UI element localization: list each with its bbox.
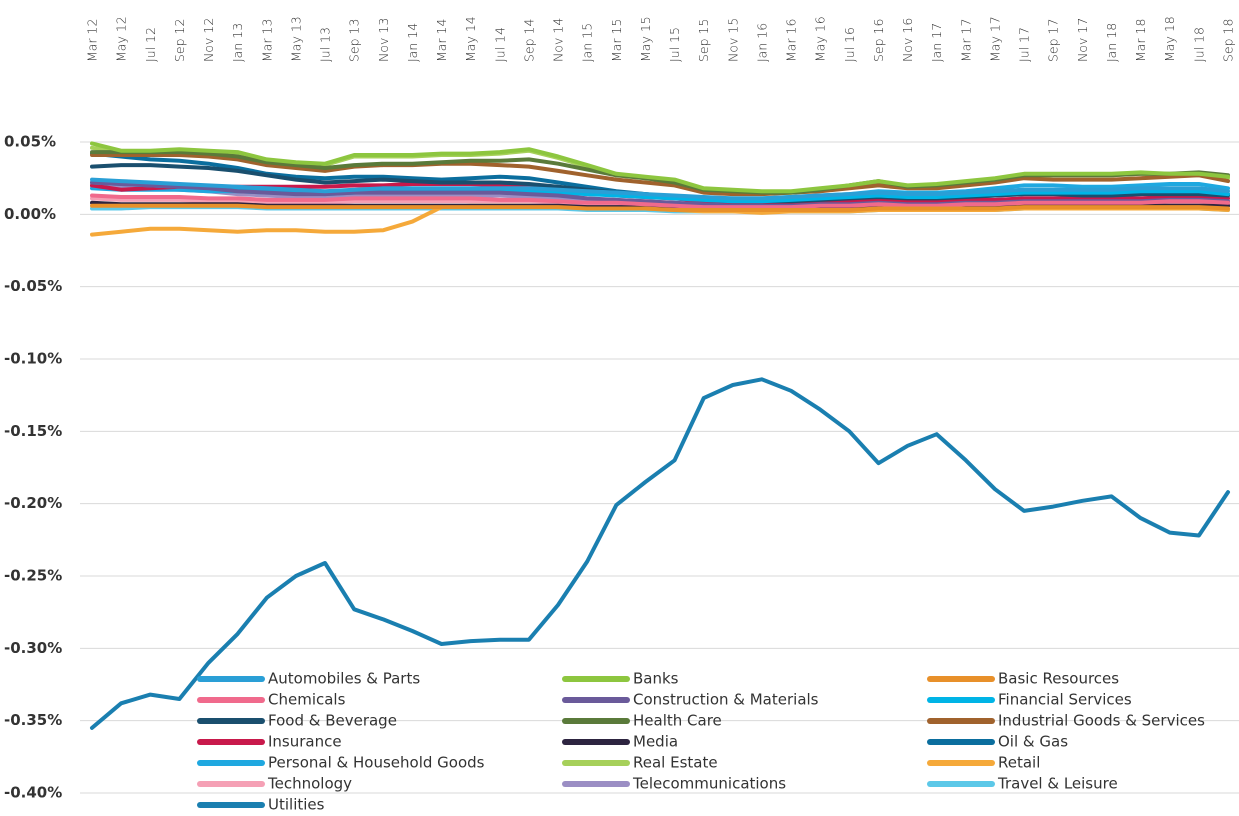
x-tick-label: Jul 15	[667, 27, 682, 62]
legend-label: Banks	[633, 670, 679, 688]
x-tick-label: May 17	[987, 16, 1002, 62]
x-tick-label: Nov 12	[201, 18, 216, 62]
x-tick-label: Sep 16	[871, 19, 886, 62]
x-tick-label: Jan 13	[230, 23, 245, 62]
x-tick-label: Jul 13	[318, 27, 333, 62]
x-tick-label: May 14	[463, 16, 478, 62]
legend-label: Construction & Materials	[633, 691, 819, 709]
legend-label: Oil & Gas	[998, 733, 1068, 751]
legend-label: Automobiles & Parts	[268, 670, 420, 688]
x-tick-label: Nov 13	[376, 18, 391, 62]
legend-label: Chemicals	[268, 691, 346, 709]
series-line	[90, 377, 1230, 730]
y-tick-label: -0.10%	[4, 350, 62, 368]
series-line	[90, 203, 1230, 212]
x-tick-label: Mar 17	[958, 19, 973, 62]
x-tick-label: Mar 16	[784, 19, 799, 62]
series-line	[90, 153, 1230, 197]
legend-label: Media	[633, 733, 678, 751]
legend-label: Personal & Household Goods	[268, 754, 485, 772]
legend-label: Technology	[267, 775, 352, 793]
x-tick-label: Sep 17	[1046, 19, 1061, 62]
legend-label: Retail	[998, 754, 1040, 772]
y-tick-label: 0.00%	[4, 205, 56, 223]
series-line	[90, 193, 1230, 210]
legend: Automobiles & Parts Banks Basic Resources C…	[197, 670, 1205, 814]
y-tick-label: -0.35%	[4, 711, 62, 729]
legend-label: Health Care	[633, 712, 722, 730]
legend-label: Financial Services	[998, 691, 1132, 709]
x-tick-label: Mar 15	[609, 19, 624, 62]
lines	[90, 141, 1230, 730]
x-tick-label: Jan 14	[405, 23, 420, 62]
x-tick-label: Mar 14	[434, 19, 449, 62]
y-tick-label: -0.20%	[4, 494, 62, 512]
y-tick-label: 0.05%	[4, 133, 56, 151]
x-tick-label: Sep 12	[172, 19, 187, 62]
x-tick-label: Jan 17	[929, 23, 944, 62]
x-tick-label: Nov 15	[725, 18, 740, 62]
x-tick-label: Mar 12	[85, 19, 100, 62]
x-tick-label: Jan 16	[754, 23, 769, 62]
x-tick-label: Jul 18	[1191, 27, 1206, 62]
legend-label: Utilities	[268, 796, 325, 814]
x-tick-label: Jul 17	[1017, 27, 1032, 62]
legend-label: Telecommunications	[632, 775, 786, 793]
series-line	[90, 141, 1230, 194]
x-tick-label: Sep 13	[347, 19, 362, 62]
series-line	[90, 177, 1230, 201]
y-tick-label: -0.05%	[4, 277, 62, 295]
y-tick-label: -0.30%	[4, 639, 62, 657]
x-tick-label: Jul 12	[143, 27, 158, 62]
x-tick-label: Sep 15	[696, 19, 711, 62]
x-tick-label: Jan 18	[1104, 23, 1119, 62]
x-tick-label: May 12	[114, 16, 129, 62]
x-tick-label: Mar 13	[259, 19, 274, 62]
legend-label: Real Estate	[633, 754, 718, 772]
y-tick-label: -0.25%	[4, 567, 62, 585]
x-tick-label: Nov 16	[900, 18, 915, 62]
legend-label: Basic Resources	[998, 670, 1119, 688]
x-tick-label: Sep 18	[1221, 19, 1236, 62]
x-tick-label: Mar 18	[1133, 19, 1148, 62]
x-tick-label: Sep 14	[521, 19, 536, 62]
y-tick-label: -0.15%	[4, 422, 62, 440]
x-tick-label: Jul 14	[492, 27, 507, 62]
y-tick-label: -0.40%	[4, 784, 62, 802]
x-tick-label: May 15	[638, 16, 653, 62]
x-tick-label: May 13	[288, 16, 303, 62]
x-tick-label: May 16	[813, 16, 828, 62]
legend-label: Food & Beverage	[268, 712, 397, 730]
x-tick-label: Jul 16	[842, 27, 857, 62]
x-tick-label: Nov 17	[1075, 18, 1090, 62]
x-tick-label: Jan 15	[580, 23, 595, 62]
x-tick-label: Nov 14	[551, 18, 566, 62]
grid: 0.05% 0.00% -0.05% -0.10% -0.15% -0.20% -0.25%…	[4, 16, 1239, 802]
x-tick-label: May 18	[1162, 16, 1177, 62]
legend-label: Industrial Goods & Services	[998, 712, 1205, 730]
legend-label: Travel & Leisure	[997, 775, 1118, 793]
legend-label: Insurance	[268, 733, 342, 751]
